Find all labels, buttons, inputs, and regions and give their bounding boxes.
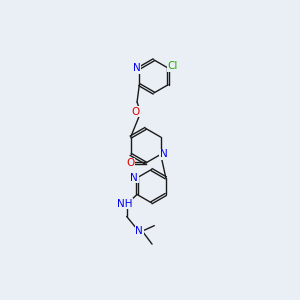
Text: N: N bbox=[136, 226, 143, 236]
Text: N: N bbox=[160, 149, 167, 159]
Text: N: N bbox=[133, 63, 140, 73]
Text: Cl: Cl bbox=[167, 61, 178, 71]
Text: N: N bbox=[130, 173, 138, 183]
Text: O: O bbox=[126, 158, 134, 168]
Text: O: O bbox=[132, 107, 140, 117]
Text: NH: NH bbox=[117, 199, 132, 209]
